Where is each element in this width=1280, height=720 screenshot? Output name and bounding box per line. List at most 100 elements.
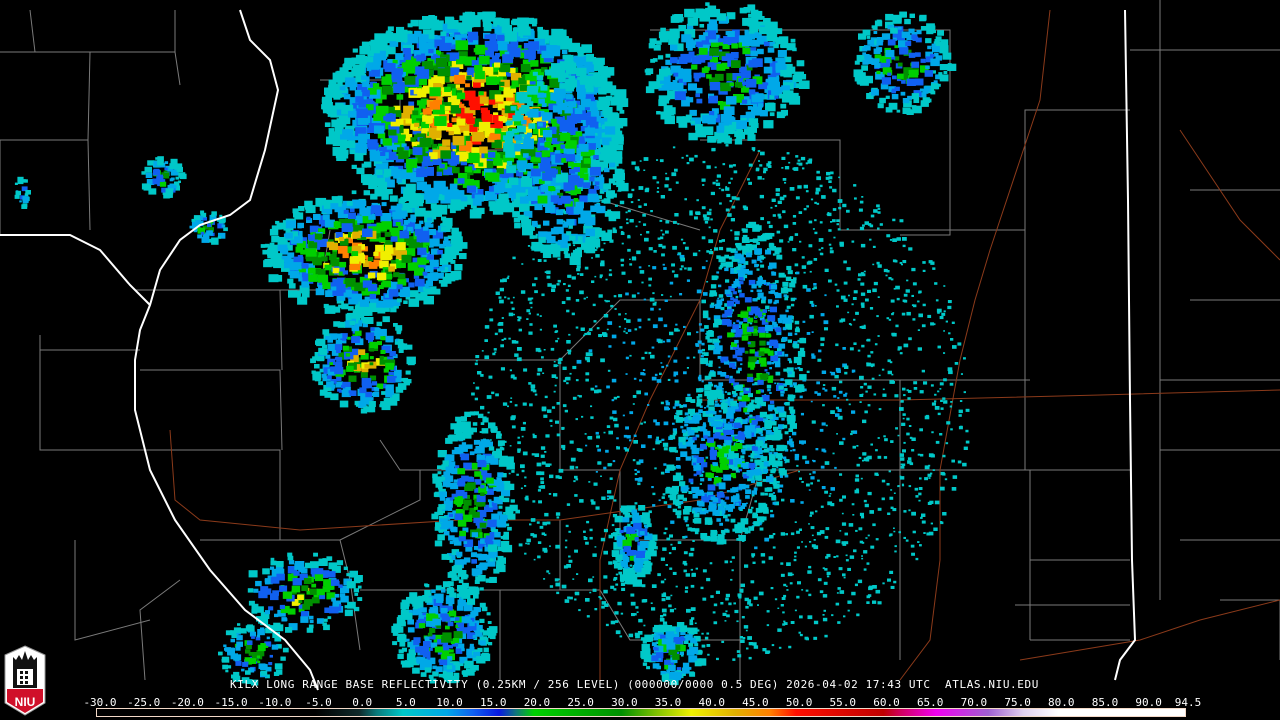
echo-pixel xyxy=(505,183,512,189)
echo-pixel xyxy=(313,238,319,243)
echo-pixel xyxy=(377,132,386,139)
echo-pixel xyxy=(501,177,509,184)
echo-pixel xyxy=(810,400,813,403)
echo-pixel xyxy=(821,247,824,250)
echo-pixel xyxy=(644,392,648,396)
echo-pixel xyxy=(607,321,613,325)
echo-pixel xyxy=(844,365,849,369)
echo-pixel xyxy=(722,163,726,166)
echo-pixel xyxy=(709,304,715,308)
echo-pixel xyxy=(555,376,558,379)
echo-pixel xyxy=(903,394,906,397)
echo-pixel xyxy=(767,161,772,165)
echo-pixel xyxy=(586,53,594,61)
echo-pixel xyxy=(366,104,374,111)
echo-pixel xyxy=(807,615,813,620)
echo-pixel xyxy=(837,408,842,412)
echo-pixel xyxy=(673,359,678,363)
echo-pixel xyxy=(576,268,581,272)
echo-pixel xyxy=(488,375,493,379)
echo-pixel xyxy=(555,90,566,99)
echo-pixel xyxy=(429,101,440,110)
echo-pixel xyxy=(349,149,356,155)
echo-pixel xyxy=(506,165,517,174)
echo-pixel xyxy=(474,64,482,72)
echo-pixel xyxy=(756,289,760,292)
echo-pixel xyxy=(811,420,816,424)
echo-pixel xyxy=(358,230,365,236)
echo-pixel xyxy=(598,69,606,76)
echo-pixel xyxy=(551,45,561,53)
echo-pixel xyxy=(389,227,400,236)
echo-pixel xyxy=(496,168,504,175)
echo-pixel xyxy=(747,601,751,605)
echo-pixel xyxy=(582,121,589,127)
echo-pixel xyxy=(415,153,428,164)
echo-pixel xyxy=(296,241,306,249)
echo-pixel xyxy=(903,343,909,348)
echo-pixel xyxy=(532,435,537,439)
echo-pixel xyxy=(702,126,714,136)
echo-pixel xyxy=(617,98,629,107)
echo-pixel xyxy=(485,50,494,58)
echo-pixel xyxy=(701,380,704,383)
echo-pixel xyxy=(673,371,679,376)
echo-pixel xyxy=(401,143,407,148)
echo-pixel xyxy=(585,444,588,447)
echo-pixel xyxy=(371,392,377,397)
echo-pixel xyxy=(710,249,712,251)
echo-pixel xyxy=(424,222,431,228)
echo-pixel xyxy=(460,160,468,166)
echo-pixel xyxy=(539,163,551,172)
echo-pixel xyxy=(814,201,817,204)
echo-pixel xyxy=(601,496,606,500)
echo-pixel xyxy=(853,549,857,553)
echo-pixel xyxy=(700,586,704,590)
echo-pixel xyxy=(747,17,759,27)
echo-pixel xyxy=(476,207,485,214)
echo-pixel xyxy=(325,290,334,297)
echo-pixel xyxy=(785,585,788,587)
echo-pixel xyxy=(536,372,541,376)
echo-pixel xyxy=(631,257,637,261)
echo-pixel xyxy=(327,358,336,365)
echo-pixel xyxy=(693,356,696,359)
echo-pixel xyxy=(385,390,395,398)
echo-pixel xyxy=(855,474,859,478)
echo-pixel xyxy=(920,453,924,457)
echo-pixel xyxy=(578,105,585,111)
echo-pixel xyxy=(497,24,506,32)
echo-pixel xyxy=(443,167,454,176)
echo-pixel xyxy=(285,232,293,239)
echo-pixel xyxy=(824,535,829,539)
echo-pixel xyxy=(811,544,816,548)
echo-pixel xyxy=(331,119,342,128)
echo-pixel xyxy=(387,376,396,383)
echo-pixel xyxy=(684,423,688,427)
echo-pixel xyxy=(374,250,385,259)
echo-pixel xyxy=(492,352,496,356)
echo-pixel xyxy=(570,190,577,196)
echo-pixel xyxy=(733,602,736,605)
echo-pixel xyxy=(869,224,874,228)
echo-pixel xyxy=(429,118,439,126)
echo-pixel xyxy=(360,214,371,224)
echo-pixel xyxy=(368,226,379,235)
echo-pixel xyxy=(345,320,352,325)
echo-pixel xyxy=(362,90,370,97)
echo-pixel xyxy=(903,293,908,297)
echo-pixel xyxy=(844,541,849,545)
echo-pixel xyxy=(566,122,575,129)
echo-pixel xyxy=(777,489,782,493)
echo-pixel xyxy=(392,211,403,220)
echo-pixel xyxy=(605,623,609,627)
echo-pixel xyxy=(677,329,680,332)
echo-pixel xyxy=(716,657,719,661)
echo-pixel xyxy=(780,573,785,577)
echo-pixel xyxy=(850,433,853,436)
echo-pixel xyxy=(714,166,717,169)
echo-pixel xyxy=(366,109,375,116)
echo-pixel xyxy=(501,498,506,502)
echo-pixel xyxy=(503,153,515,163)
echo-pixel xyxy=(680,425,684,429)
